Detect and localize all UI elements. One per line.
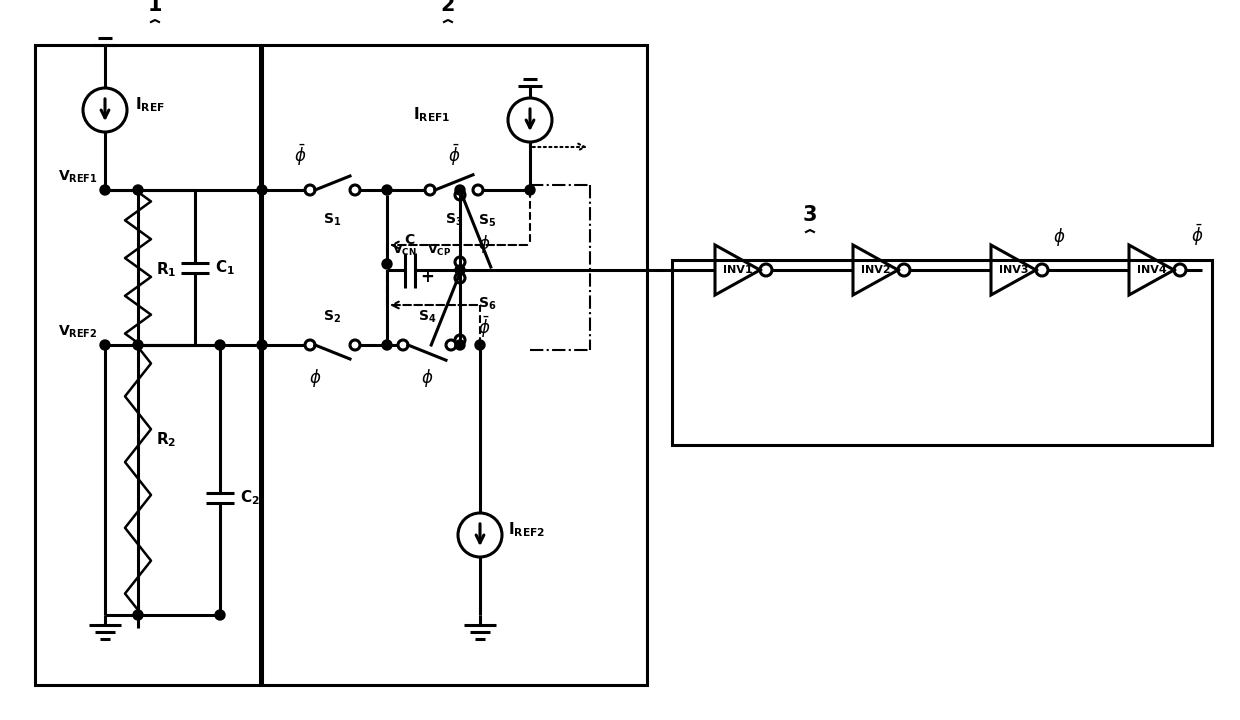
Text: $\mathbf{V_{REF2}}$: $\mathbf{V_{REF2}}$ <box>58 323 98 340</box>
Text: $\mathbf{S_3}$: $\mathbf{S_3}$ <box>445 212 463 228</box>
Circle shape <box>133 610 143 620</box>
Bar <box>262 45 647 685</box>
Text: 2: 2 <box>440 0 455 15</box>
Circle shape <box>455 340 465 350</box>
Circle shape <box>382 340 392 350</box>
Circle shape <box>257 185 267 195</box>
Text: INV1: INV1 <box>723 265 753 275</box>
Circle shape <box>382 185 392 195</box>
Text: $\mathbf{I_{REF2}}$: $\mathbf{I_{REF2}}$ <box>508 521 546 539</box>
Text: 1: 1 <box>148 0 162 15</box>
Text: $\phi$: $\phi$ <box>477 233 491 255</box>
Text: $\bar{\phi}$: $\bar{\phi}$ <box>477 314 491 340</box>
Text: $\mathbf{S_1}$: $\mathbf{S_1}$ <box>322 212 341 228</box>
Circle shape <box>257 340 267 350</box>
Circle shape <box>525 185 534 195</box>
Text: $\mathbf{I_{REF1}}$: $\mathbf{I_{REF1}}$ <box>413 106 450 125</box>
Text: $\bar{\phi}$: $\bar{\phi}$ <box>294 143 306 168</box>
Circle shape <box>133 340 143 350</box>
Text: 3: 3 <box>802 205 817 225</box>
Text: $\phi$: $\phi$ <box>309 367 321 389</box>
Text: INV3: INV3 <box>999 265 1029 275</box>
Bar <box>672 260 1211 445</box>
Text: $\mathbf{R_1}$: $\mathbf{R_1}$ <box>156 261 176 279</box>
Text: $\mathbf{R_2}$: $\mathbf{R_2}$ <box>156 431 176 449</box>
Circle shape <box>100 185 110 195</box>
Text: $\mathbf{C}$: $\mathbf{C}$ <box>404 233 415 248</box>
Circle shape <box>382 259 392 269</box>
Text: $\bar{\phi}$: $\bar{\phi}$ <box>448 143 460 168</box>
Circle shape <box>475 340 485 350</box>
Text: $\mathbf{V_{CN}}$: $\mathbf{V_{CN}}$ <box>392 243 417 258</box>
Text: $\mathbf{S_6}$: $\mathbf{S_6}$ <box>477 296 496 312</box>
Text: INV4: INV4 <box>1137 265 1167 275</box>
Text: $\mathbf{S_2}$: $\mathbf{S_2}$ <box>322 309 341 325</box>
Text: $\phi$: $\phi$ <box>1053 226 1065 248</box>
Text: $\mathbf{I_{REF}}$: $\mathbf{I_{REF}}$ <box>135 96 165 114</box>
Circle shape <box>215 610 224 620</box>
Circle shape <box>133 185 143 195</box>
Circle shape <box>455 185 465 195</box>
Text: $\mathbf{S_4}$: $\mathbf{S_4}$ <box>418 309 436 325</box>
Text: $\phi$: $\phi$ <box>420 367 433 389</box>
Circle shape <box>215 340 224 350</box>
Text: +: + <box>420 268 434 286</box>
Text: $\mathbf{V_{CP}}$: $\mathbf{V_{CP}}$ <box>427 243 451 258</box>
Text: INV2: INV2 <box>862 265 890 275</box>
Text: $\mathbf{V_{REF1}}$: $\mathbf{V_{REF1}}$ <box>58 168 98 185</box>
Text: $\mathbf{C_1}$: $\mathbf{C_1}$ <box>215 258 234 277</box>
Circle shape <box>455 265 465 275</box>
Bar <box>35 45 260 685</box>
Text: $\mathbf{C_2}$: $\mathbf{C_2}$ <box>241 488 260 507</box>
Text: $\bar{\phi}$: $\bar{\phi}$ <box>1190 222 1204 248</box>
Circle shape <box>100 340 110 350</box>
Text: $\mathbf{S_5}$: $\mathbf{S_5}$ <box>477 213 496 229</box>
